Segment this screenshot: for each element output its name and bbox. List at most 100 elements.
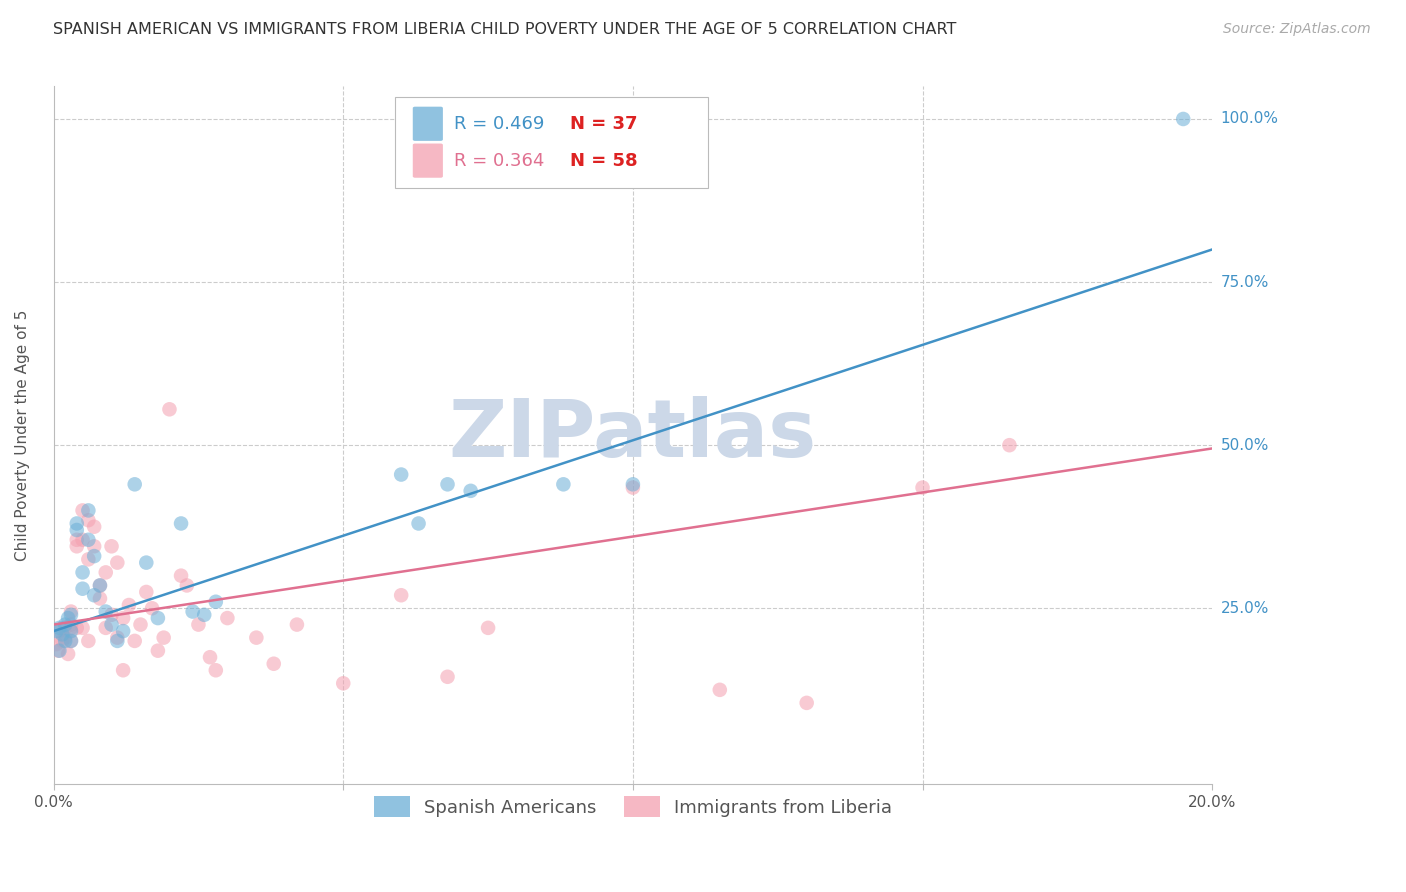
- Point: [998, 438, 1021, 452]
- Point: [285, 617, 308, 632]
- Point: [105, 556, 128, 570]
- Point: [72, 582, 94, 596]
- Point: [59, 633, 82, 648]
- Point: [460, 483, 482, 498]
- FancyBboxPatch shape: [395, 97, 709, 187]
- Point: [45, 637, 67, 651]
- Point: [100, 539, 122, 553]
- Point: [66, 533, 89, 547]
- Point: [129, 617, 152, 632]
- Point: [48, 621, 70, 635]
- Point: [53, 621, 76, 635]
- Point: [181, 605, 204, 619]
- Point: [204, 663, 226, 677]
- Point: [66, 523, 89, 537]
- Point: [56, 611, 79, 625]
- Point: [112, 624, 135, 639]
- Point: [159, 402, 181, 417]
- Point: [46, 643, 69, 657]
- Text: N = 37: N = 37: [571, 115, 638, 133]
- Point: [245, 631, 267, 645]
- Point: [118, 598, 141, 612]
- Point: [66, 516, 89, 531]
- Point: [48, 643, 70, 657]
- Point: [53, 631, 76, 645]
- Point: [217, 611, 239, 625]
- Point: [135, 585, 157, 599]
- Text: 100.0%: 100.0%: [1220, 112, 1278, 127]
- Point: [193, 607, 215, 622]
- Point: [83, 539, 105, 553]
- Text: 50.0%: 50.0%: [1220, 438, 1268, 452]
- Point: [198, 650, 221, 665]
- Point: [263, 657, 285, 671]
- Point: [59, 633, 82, 648]
- Point: [48, 624, 70, 639]
- Point: [1173, 112, 1195, 126]
- Text: Source: ZipAtlas.com: Source: ZipAtlas.com: [1223, 22, 1371, 37]
- Point: [389, 467, 412, 482]
- Text: N = 58: N = 58: [571, 152, 638, 169]
- Text: 25.0%: 25.0%: [1220, 601, 1268, 615]
- Point: [59, 605, 82, 619]
- Point: [553, 477, 575, 491]
- Point: [72, 621, 94, 635]
- Y-axis label: Child Poverty Under the Age of 5: Child Poverty Under the Age of 5: [15, 310, 30, 561]
- Point: [77, 533, 100, 547]
- Point: [83, 588, 105, 602]
- Point: [59, 607, 82, 622]
- Point: [56, 647, 79, 661]
- Point: [94, 621, 117, 635]
- Point: [77, 513, 100, 527]
- FancyBboxPatch shape: [413, 144, 443, 178]
- Point: [141, 601, 163, 615]
- Point: [94, 566, 117, 580]
- Point: [621, 477, 644, 491]
- Point: [59, 617, 82, 632]
- Point: [72, 533, 94, 547]
- Text: SPANISH AMERICAN VS IMMIGRANTS FROM LIBERIA CHILD POVERTY UNDER THE AGE OF 5 COR: SPANISH AMERICAN VS IMMIGRANTS FROM LIBE…: [53, 22, 957, 37]
- Point: [53, 633, 76, 648]
- Point: [170, 568, 193, 582]
- Point: [89, 591, 111, 606]
- Point: [911, 481, 934, 495]
- Point: [83, 549, 105, 563]
- Point: [187, 617, 209, 632]
- Point: [176, 578, 198, 592]
- Point: [59, 621, 82, 635]
- Point: [53, 617, 76, 632]
- Legend: Spanish Americans, Immigrants from Liberia: Spanish Americans, Immigrants from Liber…: [367, 789, 900, 824]
- Point: [77, 503, 100, 517]
- Point: [66, 621, 89, 635]
- Text: R = 0.364: R = 0.364: [454, 152, 546, 169]
- Point: [51, 633, 73, 648]
- Point: [477, 621, 499, 635]
- Point: [89, 578, 111, 592]
- Point: [59, 624, 82, 639]
- Point: [146, 643, 169, 657]
- Point: [100, 607, 122, 622]
- Point: [621, 481, 644, 495]
- Point: [72, 503, 94, 517]
- Point: [124, 477, 146, 491]
- Point: [77, 552, 100, 566]
- Point: [436, 670, 458, 684]
- Point: [146, 611, 169, 625]
- Point: [100, 617, 122, 632]
- Point: [112, 663, 135, 677]
- Point: [124, 633, 146, 648]
- Point: [152, 631, 174, 645]
- Point: [796, 696, 818, 710]
- Point: [45, 624, 67, 639]
- Point: [94, 605, 117, 619]
- Point: [77, 633, 100, 648]
- Point: [204, 595, 226, 609]
- Point: [112, 611, 135, 625]
- Text: R = 0.469: R = 0.469: [454, 115, 546, 133]
- FancyBboxPatch shape: [413, 107, 443, 141]
- Point: [105, 631, 128, 645]
- Point: [72, 566, 94, 580]
- Point: [408, 516, 430, 531]
- Point: [389, 588, 412, 602]
- Point: [105, 633, 128, 648]
